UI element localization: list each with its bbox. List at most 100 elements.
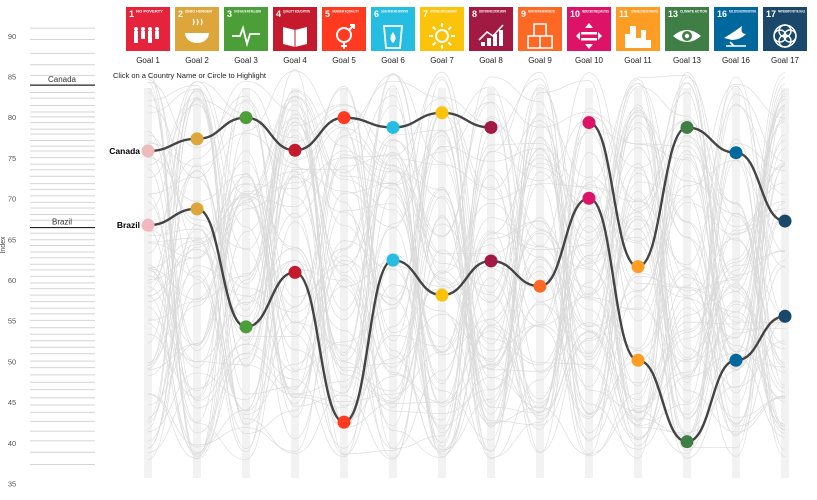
goal-tile: 5 GENDER EQUALITY [322,7,366,51]
data-point[interactable] [239,111,253,125]
data-point[interactable] [680,120,694,134]
goal-tile: 6 CLEAN WATER AND SANITATION [371,7,415,51]
goal-tile-title: QUALITY EDUCATION [283,10,311,14]
goal-tile: 17 PARTNERSHIPS FOR THE GOALS [763,7,807,51]
background-country-line[interactable] [147,129,786,452]
goal-tile-background [714,7,758,51]
data-point[interactable] [190,132,204,146]
index-strip: Canada Brazil [30,27,95,465]
data-point[interactable] [435,106,449,120]
goal-tile-title: CLIMATE ACTION [680,10,708,14]
goal-tile-background [763,7,807,51]
highlighted-series: Canada Brazil [109,106,792,449]
data-point[interactable] [533,279,547,293]
strip-country-label[interactable]: Canada [48,75,77,84]
background-country-line[interactable] [147,83,786,450]
water-drop-icon [383,25,403,49]
data-point[interactable] [386,253,400,267]
series-line[interactable] [147,197,786,443]
background-country-line[interactable] [147,79,786,434]
goal-label: Goal 7 [430,56,454,65]
goal-tile-title: GOOD HEALTH AND WELL-BEING [234,10,261,14]
data-point[interactable] [435,288,449,302]
background-country-line[interactable] [147,107,786,459]
background-country-line[interactable] [147,75,786,453]
background-country-line[interactable] [147,87,786,442]
background-country-line[interactable] [147,72,786,440]
goal-tile-number: 10 [570,9,580,19]
data-point[interactable] [337,415,351,429]
data-point[interactable] [288,143,302,157]
background-country-line[interactable] [147,150,786,460]
country-name-label[interactable]: Brazil [117,220,140,230]
data-point[interactable] [729,146,743,160]
goal-tile: 9 INDUSTRY, INNOVATION AND INFRASTRUCTURE [518,7,562,51]
country-name-label[interactable]: Canada [109,146,140,156]
background-country-line[interactable] [147,88,786,455]
goal-label: Goal 1 [136,56,160,65]
data-point[interactable] [141,218,155,232]
goal-label: Goal 16 [722,56,751,65]
data-point[interactable] [288,265,302,279]
goal-tile-number: 13 [668,9,678,19]
background-country-line[interactable] [147,94,786,418]
data-point[interactable] [582,116,596,130]
background-country-line[interactable] [147,81,786,451]
strip-country-label[interactable]: Brazil [52,218,72,227]
goal-column-band [291,88,299,478]
background-country-line[interactable] [147,190,786,433]
data-point[interactable] [484,120,498,134]
y-tick-label: 80 [8,113,16,122]
goal-label: Goal 10 [575,56,604,65]
data-point[interactable] [141,144,155,158]
background-country-line[interactable] [147,82,786,427]
data-point[interactable] [337,111,351,125]
y-tick-label: 40 [8,439,16,448]
background-country-line[interactable] [147,72,786,437]
background-country-line[interactable] [147,71,786,449]
bowl-icon [185,18,209,43]
data-point[interactable] [631,260,645,274]
data-point[interactable] [778,214,792,228]
background-country-line[interactable] [147,105,786,456]
goal-tile-title: SUSTAINABLE CITIES AND COMMUNITIES [631,10,658,14]
data-point[interactable] [778,309,792,323]
goal-tile-number: 1 [129,9,134,19]
growth-chart-icon [478,24,504,46]
goal-tile-number: 11 [619,9,629,19]
data-point[interactable] [680,435,694,449]
data-point[interactable] [239,320,253,334]
cubes-icon [527,23,553,49]
background-country-line[interactable] [147,93,786,453]
data-point[interactable] [484,254,498,268]
data-point[interactable] [631,353,645,367]
background-country-line[interactable] [147,72,786,431]
background-country-line[interactable] [147,73,786,458]
series-line[interactable] [147,111,786,268]
goal-tile-number: 3 [227,9,232,19]
background-country-line[interactable] [147,85,786,427]
y-tick-label: 60 [8,276,16,285]
background-country-line[interactable] [147,109,786,451]
background-country-line[interactable] [147,95,786,422]
goal-label: Goal 17 [771,56,800,65]
city-icon [625,26,651,48]
book-icon [283,27,307,47]
background-country-line[interactable] [147,118,786,434]
data-point[interactable] [582,191,596,205]
data-point[interactable] [190,202,204,216]
y-tick-label: 50 [8,357,16,366]
goal-tile-background [175,7,219,51]
background-country-line[interactable] [147,101,786,421]
background-country-line[interactable] [147,83,786,460]
background-country-line[interactable] [147,83,786,409]
data-point[interactable] [386,120,400,134]
goal-tile-number: 7 [423,9,428,19]
goal-tile: 11 SUSTAINABLE CITIES AND COMMUNITIES [616,7,660,51]
y-tick-label: 85 [8,72,16,81]
equality-icon [576,23,602,49]
data-point[interactable] [729,353,743,367]
goal-tile-background [665,7,709,51]
goal-label: Goal 11 [624,56,652,65]
